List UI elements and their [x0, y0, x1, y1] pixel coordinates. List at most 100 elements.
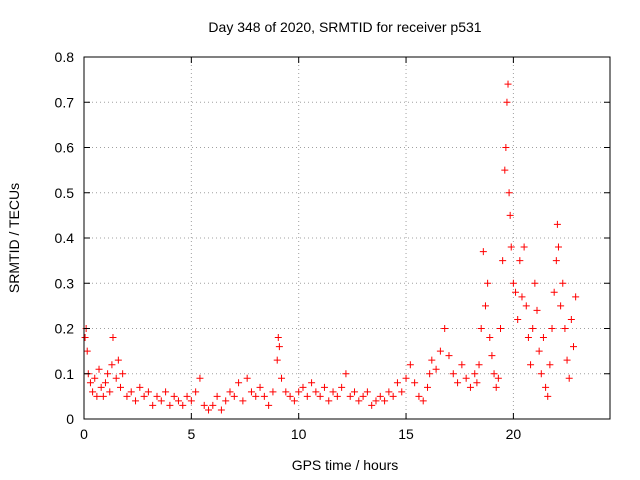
- data-point: [83, 347, 91, 355]
- data-point: [512, 288, 520, 296]
- grid-lines: [84, 57, 610, 419]
- data-point: [275, 343, 283, 351]
- data-point: [144, 388, 152, 396]
- data-point: [247, 388, 255, 396]
- data-point: [95, 365, 103, 373]
- data-point: [507, 243, 515, 251]
- data-point: [522, 302, 530, 310]
- data-point: [230, 392, 238, 400]
- data-point: [333, 392, 341, 400]
- data-point: [389, 392, 397, 400]
- data-point: [419, 397, 427, 405]
- data-point: [295, 388, 303, 396]
- data-point: [531, 279, 539, 287]
- y-axis-label: SRMTID / TECUs: [6, 183, 22, 293]
- data-point: [424, 383, 432, 391]
- data-point: [269, 388, 277, 396]
- x-tick-label: 15: [398, 426, 414, 442]
- data-point: [441, 325, 449, 332]
- data-point: [196, 374, 204, 382]
- data-point: [222, 397, 230, 405]
- data-point: [200, 401, 208, 409]
- data-point: [127, 388, 135, 396]
- data-point: [554, 243, 562, 251]
- data-point: [209, 401, 217, 409]
- data-point: [454, 379, 462, 387]
- data-point: [402, 374, 410, 382]
- data-point: [563, 356, 571, 364]
- data-point: [499, 257, 507, 265]
- data-point: [312, 388, 320, 396]
- data-point: [561, 325, 569, 332]
- data-point: [91, 374, 99, 382]
- data-point: [239, 397, 247, 405]
- data-point: [183, 392, 191, 400]
- data-point: [342, 370, 350, 378]
- data-point: [101, 379, 109, 387]
- data-point: [415, 392, 423, 400]
- data-point: [325, 397, 333, 405]
- data-point: [445, 352, 453, 360]
- data-point: [475, 361, 483, 369]
- data-point: [529, 325, 537, 332]
- data-points: [81, 80, 580, 414]
- data-point: [109, 334, 117, 342]
- y-tick-label: 0: [66, 411, 74, 427]
- data-point: [351, 388, 359, 396]
- data-point: [557, 302, 565, 310]
- y-tick-label: 0.6: [55, 140, 75, 156]
- x-tick-label: 10: [291, 426, 307, 442]
- data-point: [502, 144, 510, 151]
- data-point: [537, 370, 545, 378]
- data-point: [320, 383, 328, 391]
- data-point: [235, 379, 243, 387]
- data-point: [518, 293, 526, 301]
- data-point: [140, 392, 148, 400]
- data-point: [398, 388, 406, 396]
- data-point: [542, 383, 550, 391]
- data-point: [505, 189, 513, 197]
- data-point: [524, 334, 532, 342]
- data-point: [93, 392, 101, 400]
- data-point: [299, 383, 307, 391]
- data-point: [436, 347, 444, 355]
- data-point: [359, 392, 367, 400]
- data-point: [506, 211, 514, 219]
- data-point: [265, 401, 273, 409]
- data-point: [187, 397, 195, 405]
- data-point: [170, 392, 178, 400]
- data-point: [376, 392, 384, 400]
- data-point: [243, 374, 251, 382]
- data-point: [552, 257, 560, 265]
- axis-ticks: 0 0.1 0.2 0.3 0.4 0.5 0.6 0.7 0.8 0 5 10 15 20: [55, 49, 610, 442]
- data-point: [428, 356, 436, 364]
- data-point: [217, 406, 225, 414]
- data-point: [179, 401, 187, 409]
- data-point: [533, 306, 541, 314]
- x-axis-label: GPS time / hours: [292, 457, 399, 473]
- data-point: [509, 279, 517, 287]
- y-tick-label: 0.1: [55, 366, 75, 382]
- data-point: [106, 388, 114, 396]
- data-point: [166, 401, 174, 409]
- data-point: [97, 383, 105, 391]
- data-point: [406, 361, 414, 369]
- data-point: [572, 293, 580, 301]
- data-point: [273, 356, 281, 364]
- data-point: [494, 374, 502, 382]
- data-point: [363, 388, 371, 396]
- data-point: [393, 379, 401, 387]
- data-point: [553, 220, 561, 228]
- data-point: [567, 315, 575, 323]
- data-point: [488, 352, 496, 360]
- data-point: [466, 383, 474, 391]
- data-point: [278, 374, 286, 382]
- data-point: [516, 257, 524, 265]
- data-point: [548, 325, 556, 332]
- data-point: [486, 334, 494, 342]
- data-point: [504, 80, 512, 88]
- x-tick-label: 5: [187, 426, 195, 442]
- data-point: [355, 397, 363, 405]
- data-point: [497, 325, 505, 332]
